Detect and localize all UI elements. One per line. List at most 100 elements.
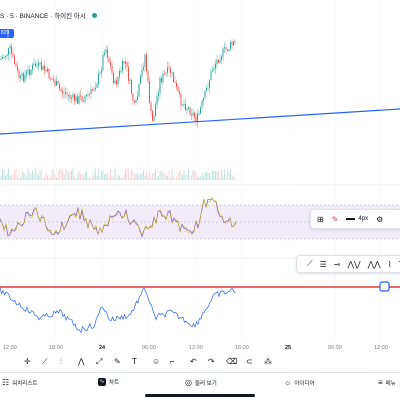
volume-bar — [21, 171, 23, 180]
candle-body — [215, 64, 216, 69]
nav-chart[interactable]: ∿ 차트 — [98, 378, 119, 386]
volume-bar — [218, 171, 219, 180]
volume-bar — [105, 174, 107, 180]
volume-bar — [207, 172, 209, 180]
candle-body — [131, 80, 132, 94]
candle-body — [210, 71, 212, 81]
eraser-icon[interactable]: ⌫ — [226, 357, 238, 366]
candle-body — [75, 96, 77, 102]
candle-body — [158, 93, 159, 97]
volume-bar — [135, 172, 137, 180]
shapes-icon[interactable]: ✎ — [114, 357, 121, 366]
candle-body — [101, 70, 102, 73]
volume-bar — [194, 170, 195, 180]
template-icon[interactable]: ⊞ — [317, 214, 324, 224]
time-axis[interactable]: 12:00 18:00 24 06:00 12:00 16:00 25 06:0… — [0, 342, 400, 354]
candle-body — [104, 52, 105, 55]
candle-body — [123, 61, 125, 64]
candle-body — [149, 81, 150, 103]
volume-bar — [65, 168, 66, 180]
volume-bar — [195, 172, 197, 180]
magnet-icon[interactable]: ⊂ — [246, 357, 253, 366]
chart-canvas[interactable] — [0, 0, 400, 345]
undo-icon[interactable]: ↶ — [190, 357, 197, 366]
elliott-icon[interactable]: ⋀⋀ — [367, 259, 381, 269]
crosshair-icon[interactable]: ✛ — [24, 357, 31, 366]
candle-body — [153, 115, 155, 122]
volume-bar — [149, 170, 150, 180]
volume-bar — [168, 170, 170, 180]
candle-body — [213, 68, 215, 71]
candle-body — [17, 66, 18, 70]
candle-body — [135, 100, 137, 103]
cycle-icon[interactable]: ⌇ — [387, 259, 392, 269]
ruler-icon[interactable]: ⌐ — [170, 357, 175, 366]
time-label: 12:00 — [3, 345, 17, 351]
volume-bar — [57, 171, 59, 180]
fib-tool-icon[interactable]: ⫶ — [60, 357, 62, 366]
bottom-navigation: ☷ 워치리스트 ∿ 차트 ◎ 둘러 보기 ☼ 아이디어 ≡ 메뉴 — [0, 372, 400, 400]
volume-bar — [6, 173, 8, 180]
volume-bar — [192, 169, 194, 180]
prediction-icon[interactable]: ⤢ — [96, 357, 103, 366]
volume-bar — [95, 168, 96, 180]
volume-bar — [230, 168, 231, 180]
settings-icon[interactable]: ⚙ — [376, 214, 384, 224]
volume-bar — [180, 171, 182, 180]
candle-body — [6, 54, 8, 57]
trend-line[interactable] — [0, 108, 400, 135]
volume-bar — [35, 168, 36, 180]
nav-menu[interactable]: ≡ 메뉴 — [378, 378, 396, 387]
emoji-icon[interactable]: ☺ — [152, 357, 161, 366]
line-width-button[interactable]: 4px — [346, 216, 368, 222]
volume-bar — [26, 176, 27, 180]
text-icon[interactable]: T — [399, 260, 400, 269]
volume-bar — [224, 169, 225, 180]
volume-bar — [27, 168, 29, 180]
nav-watchlist-label: 워치리스트 — [12, 380, 38, 387]
volume-bar — [174, 177, 176, 180]
nav-watchlist[interactable]: ☷ 워치리스트 — [2, 378, 37, 387]
pattern-tool-icon[interactable]: ⋀ — [78, 357, 85, 366]
volume-bar — [69, 170, 71, 180]
chart-header[interactable]: S · 5 · BINANCE · 하이킨 아시 — [0, 8, 97, 22]
candle-body — [128, 66, 129, 81]
line-width-label: 4px — [358, 216, 369, 222]
candle-body — [96, 84, 98, 88]
candle-body — [102, 54, 104, 71]
candle-body — [0, 58, 2, 60]
level-line-handle[interactable] — [379, 281, 390, 292]
time-label: 24 — [99, 345, 106, 351]
candle-body — [50, 78, 51, 80]
volume-bar — [84, 172, 86, 180]
candle-body — [186, 108, 188, 111]
volume-bar — [167, 175, 168, 180]
trend-tool-icon[interactable]: ⟋ — [42, 357, 48, 366]
volume-bar — [137, 174, 138, 180]
volume-bar — [24, 173, 26, 180]
time-label: 06:00 — [328, 345, 342, 351]
candle-body — [78, 95, 80, 104]
measure-icon[interactable]: ⊸ — [333, 259, 341, 269]
candle-body — [83, 100, 84, 102]
nav-explore[interactable]: ◎ 둘러 보기 — [185, 378, 217, 387]
nav-ideas[interactable]: ☼ 아이디어 — [284, 378, 315, 387]
volume-bar — [92, 175, 93, 180]
more-tools-icon[interactable]: ⁂ — [264, 357, 272, 366]
candle-body — [231, 42, 233, 46]
volume-bar — [72, 168, 74, 180]
pattern-icon[interactable]: ⋀⋁ — [347, 259, 361, 269]
pen-icon[interactable]: ✎ — [331, 214, 339, 224]
redo-icon[interactable]: ↷ — [208, 357, 215, 366]
candle-body — [177, 86, 179, 92]
candle-body — [117, 77, 119, 85]
trend-line-icon[interactable]: ⟋ — [307, 259, 313, 268]
candle-body — [140, 75, 141, 84]
symbol-title[interactable]: S · 5 · BINANCE · 하이킨 아시 — [0, 13, 86, 20]
candle-body — [119, 71, 120, 78]
candle-body — [77, 96, 78, 104]
volume-bar — [12, 175, 14, 180]
text-tool-icon[interactable]: T — [132, 357, 137, 366]
volume-bar — [132, 170, 134, 180]
fib-icon[interactable]: ☰ — [319, 259, 327, 269]
